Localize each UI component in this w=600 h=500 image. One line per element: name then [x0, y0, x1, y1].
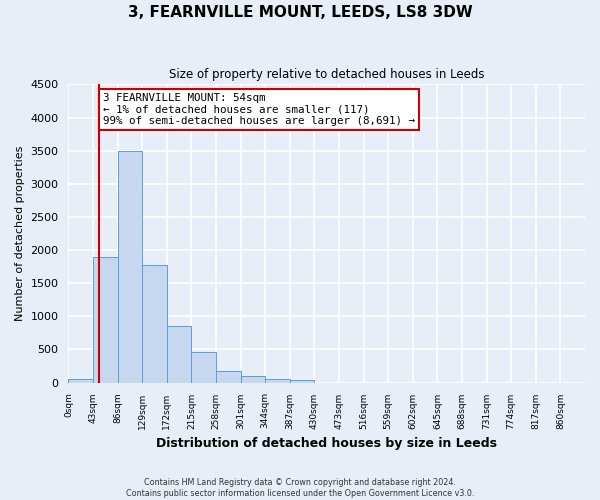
Text: 3, FEARNVILLE MOUNT, LEEDS, LS8 3DW: 3, FEARNVILLE MOUNT, LEEDS, LS8 3DW — [128, 5, 472, 20]
Text: 3 FEARNVILLE MOUNT: 54sqm
← 1% of detached houses are smaller (117)
99% of semi-: 3 FEARNVILLE MOUNT: 54sqm ← 1% of detach… — [103, 93, 415, 126]
Bar — [265, 379, 290, 382]
Bar — [68, 380, 93, 382]
Bar — [93, 256, 118, 382]
Y-axis label: Number of detached properties: Number of detached properties — [15, 146, 25, 321]
Bar — [241, 376, 265, 382]
Title: Size of property relative to detached houses in Leeds: Size of property relative to detached ho… — [169, 68, 484, 80]
Bar — [290, 380, 314, 382]
Bar — [167, 326, 191, 382]
Text: Contains HM Land Registry data © Crown copyright and database right 2024.
Contai: Contains HM Land Registry data © Crown c… — [126, 478, 474, 498]
Bar — [142, 265, 167, 382]
Bar — [118, 150, 142, 382]
X-axis label: Distribution of detached houses by size in Leeds: Distribution of detached houses by size … — [156, 437, 497, 450]
Bar — [191, 352, 216, 382]
Bar — [216, 371, 241, 382]
